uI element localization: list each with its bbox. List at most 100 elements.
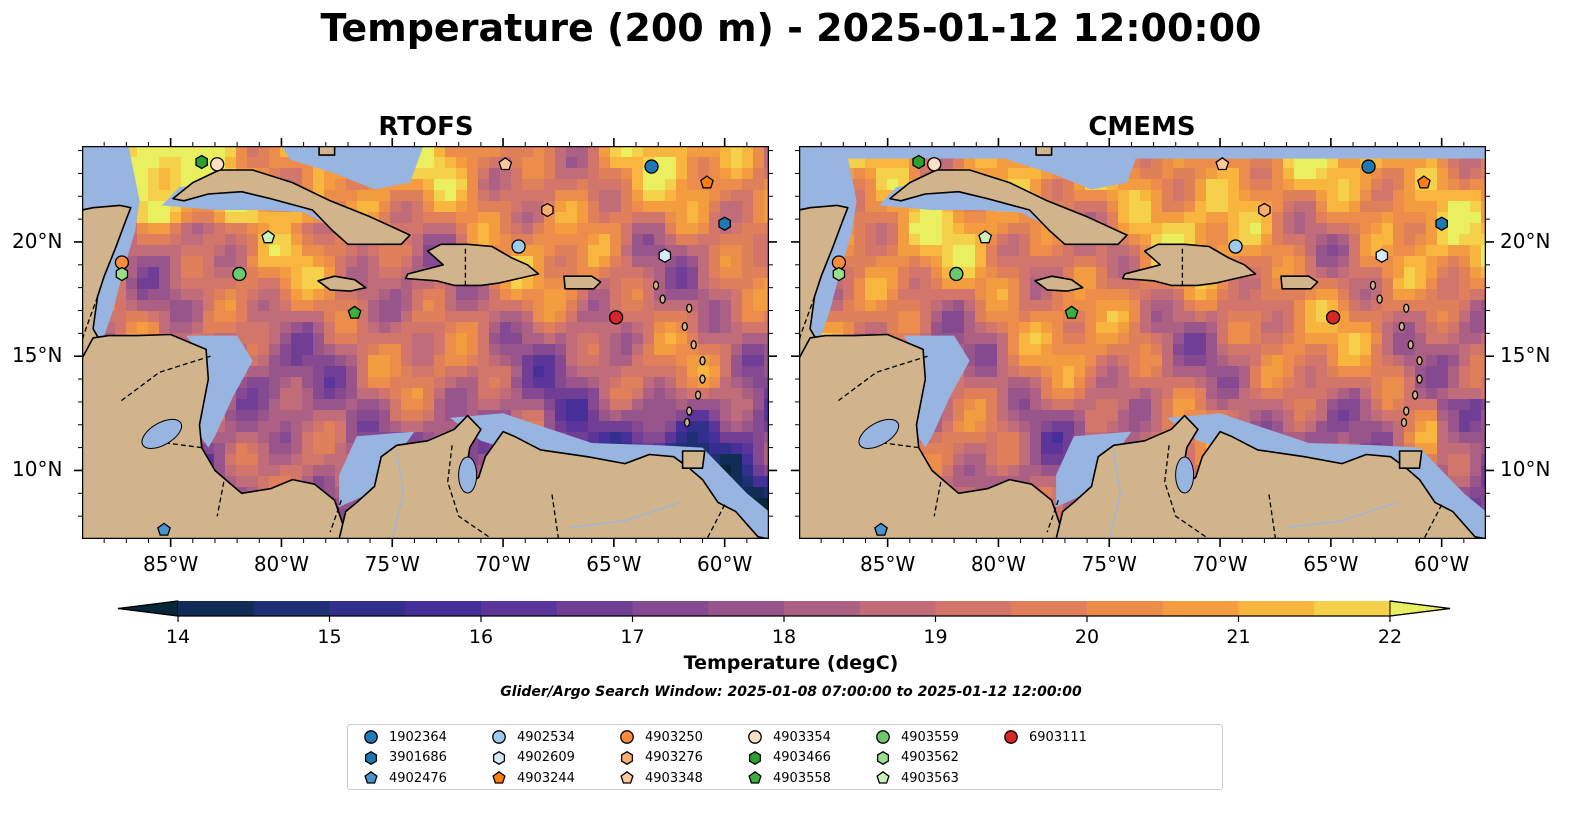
lat-tick-label: 15°N [12,343,63,368]
map-panel-rtofs [82,146,769,539]
legend-item-4903354: 4903354 [746,728,831,746]
rtofs-shelf-bahamas [281,146,424,190]
legend-item-4903244: 4903244 [490,769,575,787]
lon-tick-label: 85°W [860,552,916,576]
cmems-border-7 [1423,504,1443,539]
rtofs-lake-nicaragua [141,418,183,449]
cmems-land-trinidad [1398,450,1423,470]
colorbar-bin [481,601,558,616]
legend-item-4903562: 4903562 [874,749,959,767]
pentagon-marker-icon [620,770,634,784]
rtofs-float-4903348 [498,156,513,171]
legend-label: 4903563 [901,770,959,786]
colorbar-tick-label: 21 [1226,626,1251,648]
legend-item-4903563: 4903563 [874,769,959,787]
rtofs-float-4903558 [347,305,362,319]
cmems-float-4903563 [978,230,993,244]
rtofs-land-trinidad [681,450,706,470]
rtofs-float-4903563 [261,230,276,244]
rtofs-land-central-america [82,333,349,539]
panel-title-rtofs: RTOFS [378,112,474,142]
rtofs-island-0 [686,303,693,313]
legend-label: 4902609 [517,750,575,765]
cmems-island-5 [1411,390,1419,400]
lon-tick-label: 60°W [1414,552,1470,576]
rtofs-float-6903111 [608,310,624,325]
circle-marker-icon [364,730,378,744]
legend-item-3901686: 3901686 [362,749,447,767]
hexagon-marker-icon [492,750,506,765]
hexagon-marker-icon [364,750,378,765]
cmems-float-4903559 [949,266,964,282]
colorbar-bin [859,601,936,616]
circle-marker-icon [1004,730,1018,744]
rtofs-border-0 [82,296,99,344]
lon-tick-label: 60°W [697,552,753,576]
rtofs-border-5 [447,445,493,539]
cmems-float-4903558 [1064,305,1079,319]
legend-label: 4903348 [645,770,703,786]
rtofs-frame [82,146,769,539]
cmems-shelf-bahamas [998,146,1141,190]
colorbar-label: Temperature (degC) [683,652,899,674]
cmems-border-5 [1164,445,1210,539]
legend-item-4903276: 4903276 [618,749,703,767]
colorbar-bin [1238,601,1315,616]
cmems-island-1 [1398,321,1405,332]
cmems-river-orinoco [1286,501,1398,529]
legend-item-4903348: 4903348 [618,769,703,787]
hexagon-marker-icon [876,750,890,765]
cmems-border-4 [1046,499,1059,533]
rtofs-float-4903562 [115,266,129,282]
cmems-float-4902609 [1375,248,1389,263]
lon-tick-label: 80°W [970,552,1027,576]
rtofs-land-puerto-rico [563,275,602,290]
cmems-float-4903466 [912,154,925,170]
circle-marker-icon [748,730,762,744]
cmems-island-7 [1400,417,1408,428]
cmems-float-4903562 [832,266,846,282]
map-panel-cmems [799,146,1486,539]
lat-tick-label: 20°N [12,228,63,253]
lat-tick-label: 10°N [1500,457,1551,482]
hexagon-marker-icon [748,750,762,765]
rtofs-lake-maracaibo [458,456,478,494]
legend-item-1902364: 1902364 [362,728,447,746]
colorbar-bin [1087,601,1164,616]
pentagon-marker-icon [876,770,890,784]
legend-item-4903466: 4903466 [746,749,831,767]
legend-item-6903111: 6903111 [1002,728,1087,746]
cmems-lake-maracaibo [1175,456,1195,494]
cmems-island-0 [1403,303,1410,313]
circle-marker-icon [492,730,506,744]
colorbar-tick-label: 19 [923,626,948,648]
cmems-border-3 [933,481,942,517]
lon-tick-label: 80°W [253,552,310,576]
legend-label: 4903354 [773,729,831,745]
cmems-float-1902364 [1361,159,1376,174]
colorbar-bin [178,601,255,616]
rtofs-float-4903559 [232,266,247,282]
legend-label: 4903562 [901,750,959,765]
colorbar-bin [1011,601,1088,616]
cmems-border-0 [799,296,816,344]
panel-title-cmems: CMEMS [1088,112,1196,142]
pentagon-marker-icon [492,770,506,784]
rtofs-land-hispaniola [404,243,540,287]
rtofs-land-andros [318,146,336,156]
cmems-island-2 [1407,340,1414,350]
cmems-land-central-america [799,333,1066,539]
cmems-island-3 [1416,356,1423,366]
cmems-island-8 [1376,294,1383,304]
lon-tick-label: 70°W [1192,552,1248,576]
cmems-border-1 [836,355,928,403]
lon-tick-label: 65°W [1303,552,1359,576]
figure-title: Temperature (200 m) - 2025-01-12 12:00:0… [320,6,1262,50]
rtofs-island-8 [659,294,666,304]
rtofs-border-3 [216,481,225,517]
lon-tick-label: 75°W [1081,552,1137,576]
rtofs-island-2 [690,340,697,350]
cmems-float-4903276 [1258,202,1271,218]
rtofs-float-4903354 [210,157,225,172]
legend-item-4902609: 4902609 [490,749,575,767]
